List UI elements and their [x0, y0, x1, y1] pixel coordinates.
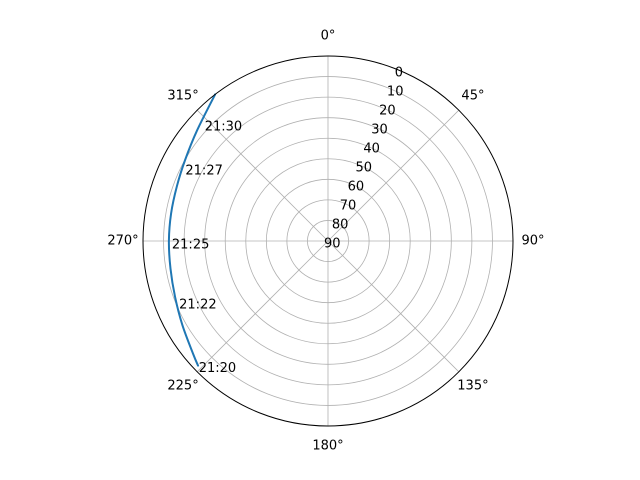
r-tick-label: 0: [395, 66, 403, 81]
r-tick-label: 90: [324, 237, 341, 252]
r-tick-label: 80: [332, 218, 349, 233]
time-label: 21:27: [185, 163, 222, 178]
r-tick-label: 20: [379, 104, 396, 119]
theta-tick-label: 225°: [167, 378, 198, 393]
r-tick-label: 50: [355, 161, 372, 176]
theta-tick-label: 45°: [461, 89, 484, 104]
polar-frame: [142, 55, 514, 427]
r-tick-labels: 0 10 20 30 40 50 60 70 80 90: [324, 66, 403, 252]
r-tick-label: 40: [363, 142, 380, 157]
polar-grid: [143, 56, 513, 426]
time-label: 21:22: [179, 297, 216, 312]
theta-tick-label: 270°: [107, 234, 138, 249]
theta-gridline: [196, 240, 329, 373]
r-tick-label: 70: [340, 199, 357, 214]
series-layer: [167, 93, 217, 367]
r-tick-label: 60: [348, 180, 365, 195]
theta-gridline: [327, 240, 460, 373]
theta-tick-labels: 0° 45° 90° 135° 180° 225° 270° 315°: [107, 29, 544, 454]
theta-tick-label: 135°: [457, 378, 488, 393]
theta-gridline: [196, 109, 329, 242]
r-tick-label: 10: [387, 85, 404, 100]
theta-tick-label: 315°: [167, 89, 198, 104]
time-label: 21:20: [199, 361, 236, 376]
series-line: [167, 93, 217, 367]
theta-tick-label: 0°: [321, 29, 336, 44]
r-tick-label: 30: [371, 123, 388, 138]
time-labels: 21:30 21:27 21:25 21:22 21:20: [172, 120, 242, 376]
theta-tick-label: 180°: [312, 439, 343, 454]
theta-tick-label: 90°: [521, 234, 544, 249]
time-label: 21:25: [172, 238, 209, 253]
time-label: 21:30: [205, 120, 242, 135]
theta-gridline: [327, 109, 460, 242]
